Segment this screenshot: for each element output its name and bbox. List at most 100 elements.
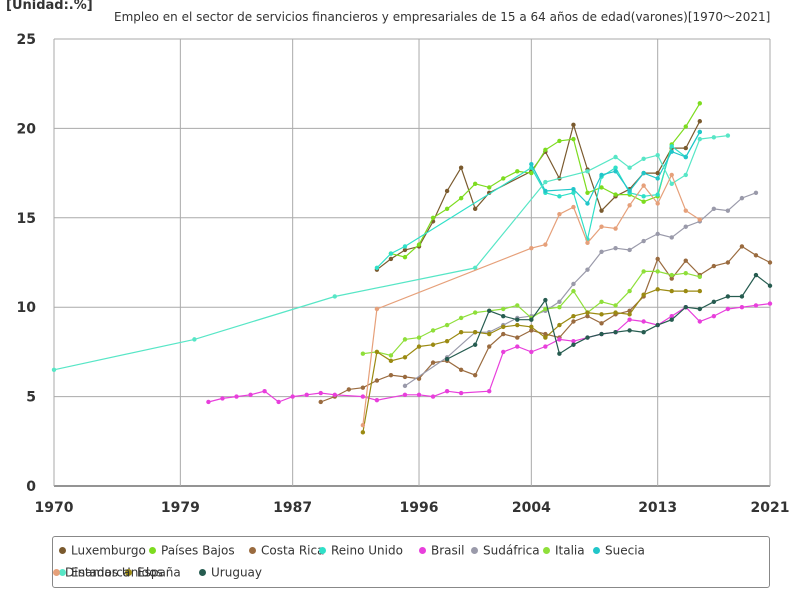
y-tick-label: 5: [26, 390, 36, 406]
legend-label: Países Bajos: [161, 543, 235, 558]
legend-marker: [471, 547, 478, 554]
data-point: [683, 154, 688, 160]
data-point: [627, 317, 632, 322]
data-point: [487, 331, 492, 337]
data-point: [753, 272, 759, 278]
data-point: [416, 344, 422, 349]
data-point: [444, 389, 450, 394]
data-point: [529, 170, 534, 176]
data-point: [627, 188, 632, 194]
data-point: [655, 201, 660, 206]
data-point: [725, 306, 731, 312]
data-point: [683, 208, 688, 213]
data-point: [571, 342, 576, 347]
data-point: [402, 374, 408, 380]
data-point: [487, 344, 492, 349]
data-point: [683, 145, 688, 151]
data-point: [515, 303, 520, 308]
data-point: [585, 169, 590, 174]
data-point: [458, 330, 464, 335]
series-line: [320, 245, 771, 403]
legend-item: España: [125, 565, 181, 580]
data-point: [515, 344, 520, 349]
data-point: [627, 247, 632, 253]
data-point: [557, 305, 562, 310]
data-point: [725, 133, 731, 138]
data-point: [543, 179, 548, 185]
data-point: [711, 263, 717, 269]
data-point: [655, 192, 660, 197]
data-point: [487, 308, 492, 313]
data-point: [402, 244, 408, 249]
legend-label: Sudáfrica: [483, 543, 540, 558]
y-tick-label: 10: [17, 300, 37, 316]
data-point: [739, 305, 745, 310]
data-point: [627, 288, 632, 294]
data-point: [599, 321, 604, 326]
data-point: [416, 242, 422, 247]
data-point: [472, 206, 478, 212]
data-point: [318, 399, 323, 405]
legend-marker: [59, 547, 66, 554]
data-point: [641, 319, 646, 324]
data-point: [683, 305, 688, 310]
data-point: [641, 269, 646, 274]
data-point: [725, 260, 731, 265]
data-point: [613, 154, 618, 160]
data-point: [697, 217, 703, 222]
data-point: [753, 190, 759, 195]
data-point: [557, 351, 562, 356]
data-point: [472, 310, 478, 315]
data-point: [585, 267, 590, 272]
legend-label: Reino Unido: [331, 543, 403, 558]
data-point: [655, 269, 660, 274]
legend-marker: [419, 547, 426, 554]
data-point: [683, 124, 688, 129]
data-point: [767, 260, 773, 265]
data-point: [641, 292, 646, 297]
x-tick-label: 1996: [400, 500, 439, 516]
data-point: [388, 256, 394, 262]
data-point: [599, 172, 604, 178]
data-point: [711, 206, 717, 212]
data-point: [697, 306, 703, 312]
data-point: [318, 390, 323, 396]
data-point: [739, 195, 745, 201]
data-point: [402, 355, 408, 360]
data-point: [585, 240, 590, 246]
data-point: [697, 129, 703, 135]
chart-title: Empleo en el sector de servicios financi…: [114, 10, 771, 24]
data-point: [697, 319, 703, 324]
data-point: [571, 136, 576, 142]
data-point: [458, 315, 464, 321]
data-point: [683, 172, 688, 178]
legend-marker: [149, 547, 156, 554]
data-point: [571, 281, 576, 287]
data-point: [444, 322, 450, 328]
data-point: [641, 194, 646, 199]
data-point: [501, 313, 506, 319]
data-point: [444, 188, 450, 194]
data-point: [557, 138, 562, 144]
data-point: [529, 328, 534, 333]
data-point: [557, 212, 562, 217]
x-tick-label: 1979: [161, 500, 200, 516]
data-point: [571, 186, 576, 192]
data-point: [697, 274, 703, 280]
legend-label: Suecia: [605, 543, 645, 558]
data-point: [599, 331, 604, 337]
data-point: [669, 288, 674, 294]
data-point: [374, 265, 380, 271]
data-point: [543, 331, 548, 337]
legend-item: Suecia: [593, 543, 645, 558]
data-point: [613, 169, 618, 174]
legend-item: Sudáfrica: [471, 543, 540, 558]
data-point: [402, 247, 408, 253]
data-point: [543, 306, 548, 312]
data-point: [669, 313, 674, 319]
data-point: [571, 288, 576, 294]
data-point: [599, 224, 604, 229]
data-point: [262, 389, 267, 394]
data-point: [557, 337, 562, 342]
data-point: [515, 317, 520, 322]
